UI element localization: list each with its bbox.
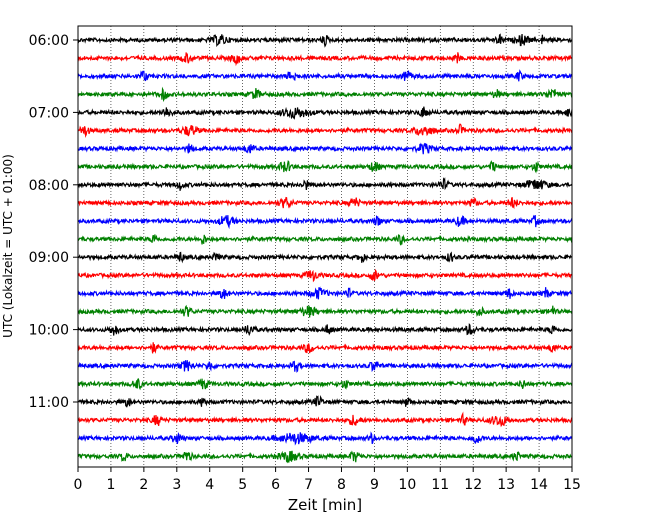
y-tick-label: 07:00 <box>29 105 69 121</box>
trace-line <box>77 411 573 428</box>
plot-frame <box>77 25 573 468</box>
x-axis-ticks: 0 1 2 3 4 5 6 7 8 9 10 11 12 13 14 15 <box>74 467 581 493</box>
trace-line <box>77 268 573 283</box>
trace-line <box>77 123 573 138</box>
x-tick-label: 15 <box>563 477 581 493</box>
y-tick-label: 10:00 <box>29 323 69 339</box>
trace-line <box>77 33 573 48</box>
y-tick-label: 09:00 <box>29 250 69 266</box>
trace-line <box>77 177 573 191</box>
x-axis-label: Zeit [min] <box>288 496 362 514</box>
trace-line <box>77 251 573 264</box>
x-tick-label: 13 <box>497 477 515 493</box>
x-tick-label: 1 <box>106 477 115 493</box>
y-tick-label: 06:00 <box>29 33 69 49</box>
x-tick-label: 8 <box>337 477 346 493</box>
x-tick-label: 9 <box>370 477 379 493</box>
y-axis-ticks: 06:00 07:00 08:00 09:00 10:00 11:00 <box>29 33 78 411</box>
trace-line <box>77 360 573 373</box>
y-tick-label: 11:00 <box>29 395 69 411</box>
x-tick-label: 6 <box>271 477 280 493</box>
x-tick-label: 14 <box>530 477 548 493</box>
x-tick-label: 0 <box>74 477 83 493</box>
x-tick-label: 5 <box>238 477 247 493</box>
trace-line <box>77 214 573 230</box>
y-tick-label: 08:00 <box>29 178 69 194</box>
x-tick-label: 10 <box>398 477 416 493</box>
trace-line <box>77 52 573 67</box>
trace-line <box>77 69 573 82</box>
trace-line <box>77 86 573 103</box>
trace-line <box>77 196 573 210</box>
trace-line <box>77 142 573 155</box>
x-tick-label: 2 <box>139 477 148 493</box>
y-axis-label: UTC (Lokalzeit = UTC + 01:00) <box>1 154 15 338</box>
trace-line <box>77 304 573 318</box>
trace-line <box>77 106 573 120</box>
trace-line <box>77 431 573 446</box>
trace-line <box>77 378 573 391</box>
trace-line <box>77 286 573 300</box>
x-tick-label: 4 <box>205 477 214 493</box>
trace-line <box>77 160 573 174</box>
trace-line <box>77 322 573 337</box>
trace-line <box>77 450 573 464</box>
x-tick-label: 12 <box>464 477 482 493</box>
trace-line <box>77 234 573 246</box>
x-tick-label: 11 <box>431 477 449 493</box>
trace-line <box>77 342 573 354</box>
trace-line <box>77 395 573 408</box>
x-tick-label: 7 <box>304 477 313 493</box>
x-tick-label: 3 <box>172 477 181 493</box>
traces <box>77 33 573 464</box>
